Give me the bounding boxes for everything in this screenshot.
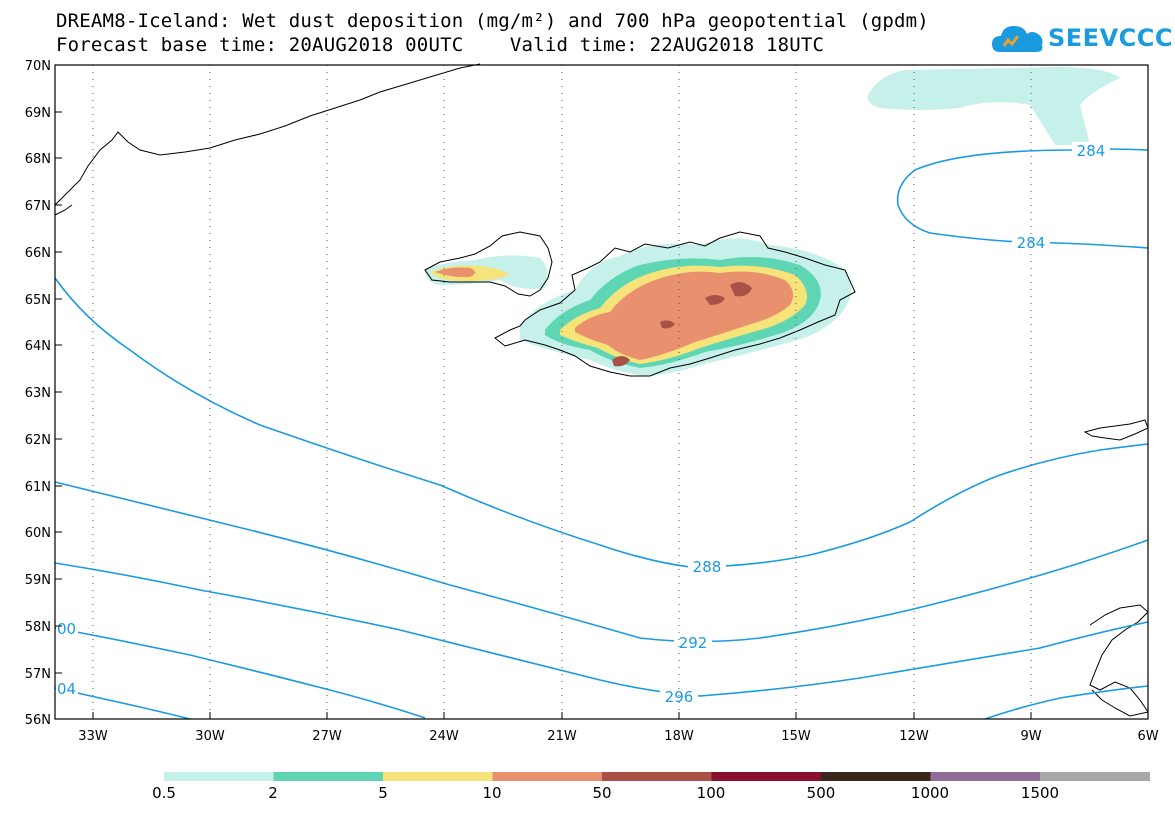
cloud-icon: [992, 26, 1043, 52]
lat-label: 67N: [25, 199, 51, 214]
contour-label-284-a: 284: [1077, 142, 1106, 160]
geopotential-contours: [54, 148, 1149, 720]
lat-label: 68N: [25, 152, 51, 167]
dust-patch-arctic: [867, 67, 1120, 145]
legend-swatch: [711, 772, 822, 781]
lon-label: 33W: [78, 729, 108, 744]
lon-label: 21W: [547, 729, 577, 744]
legend-swatch: [930, 772, 1041, 781]
lat-label: 70N: [25, 59, 51, 74]
legend-swatch: [602, 772, 712, 781]
map-frame: [54, 64, 1149, 720]
legend-label: 100: [696, 784, 726, 802]
contour-288: [54, 277, 1149, 568]
lat-label: 62N: [25, 433, 51, 448]
lon-label: 12W: [899, 729, 929, 744]
lon-label: 18W: [664, 729, 694, 744]
contour-label-288: 288: [693, 558, 722, 576]
lat-label: 66N: [25, 246, 51, 261]
lat-label: 64N: [25, 339, 51, 354]
legend-label: 5: [378, 784, 388, 802]
contour-296: [54, 562, 1149, 697]
seevccc-logo: SEEVCCC: [990, 18, 1173, 58]
legend-label: 1500: [1020, 784, 1060, 802]
coastlines: [54, 63, 1149, 717]
legend-swatch: [821, 772, 931, 781]
lon-label: 6W: [1137, 729, 1158, 744]
lat-label: 61N: [25, 480, 51, 495]
legend-label: 50: [592, 784, 612, 802]
lon-label: 27W: [312, 729, 342, 744]
legend-label: 0.5: [152, 784, 176, 802]
lon-label: 9W: [1020, 729, 1041, 744]
contour-292: [54, 481, 1149, 643]
contour-300: [54, 627, 426, 719]
legend-swatch: [492, 772, 603, 781]
graticule: [92, 65, 1032, 719]
contour-labels: 284 284 288 292 296 00 04: [56, 142, 1110, 706]
lon-label: 15W: [781, 729, 811, 744]
legend-label: 10: [482, 784, 502, 802]
longitude-labels: 33W 30W 27W 24W 21W 18W 15W 12W 9W 6W: [78, 729, 1158, 744]
contour-304: [54, 687, 191, 720]
legend-colorbar: [164, 772, 1150, 781]
logo-text: SEEVCCC: [1048, 24, 1173, 52]
coast-greenland: [54, 63, 481, 206]
coast-iceland: [494, 231, 856, 377]
dust-deposition-layer: [425, 67, 1120, 376]
legend-swatch: [273, 772, 384, 781]
map-title-line1: DREAM8-Iceland: Wet dust deposition (mg/…: [56, 10, 929, 32]
coast-faroes: [1083, 419, 1149, 441]
coast-greenland-south: [54, 204, 73, 216]
lat-label: 59N: [25, 573, 51, 588]
coast-westfjords: [424, 231, 553, 297]
contour-label-292: 292: [679, 634, 708, 652]
contour-label-300: 00: [57, 620, 76, 638]
lat-label: 57N: [25, 667, 51, 682]
lat-label: 58N: [25, 620, 51, 635]
legend-swatch: [164, 772, 274, 781]
lat-label: 69N: [25, 106, 51, 121]
lon-label: 30W: [195, 729, 225, 744]
legend-swatch: [383, 772, 493, 781]
tick-marks: [55, 64, 1032, 719]
lon-label: 24W: [429, 729, 459, 744]
lat-label: 63N: [25, 386, 51, 401]
latitude-labels: 70N 69N 68N 67N 66N 65N 64N 63N 62N 61N …: [25, 59, 51, 728]
contour-label-304: 04: [57, 680, 76, 698]
legend-label: 1000: [910, 784, 950, 802]
contour-south-east: [984, 685, 1149, 720]
legend-label: 500: [806, 784, 836, 802]
legend-swatch: [1040, 772, 1150, 781]
legend-label: 2: [268, 784, 278, 802]
lat-label: 60N: [25, 526, 51, 541]
contour-label-284-b: 284: [1017, 234, 1046, 252]
coast-scotland: [1089, 604, 1149, 717]
map-title-line2: Forecast base time: 20AUG2018 00UTC Vali…: [56, 34, 825, 56]
lat-label: 56N: [25, 713, 51, 728]
lat-label: 65N: [25, 293, 51, 308]
contour-label-296: 296: [665, 688, 694, 706]
